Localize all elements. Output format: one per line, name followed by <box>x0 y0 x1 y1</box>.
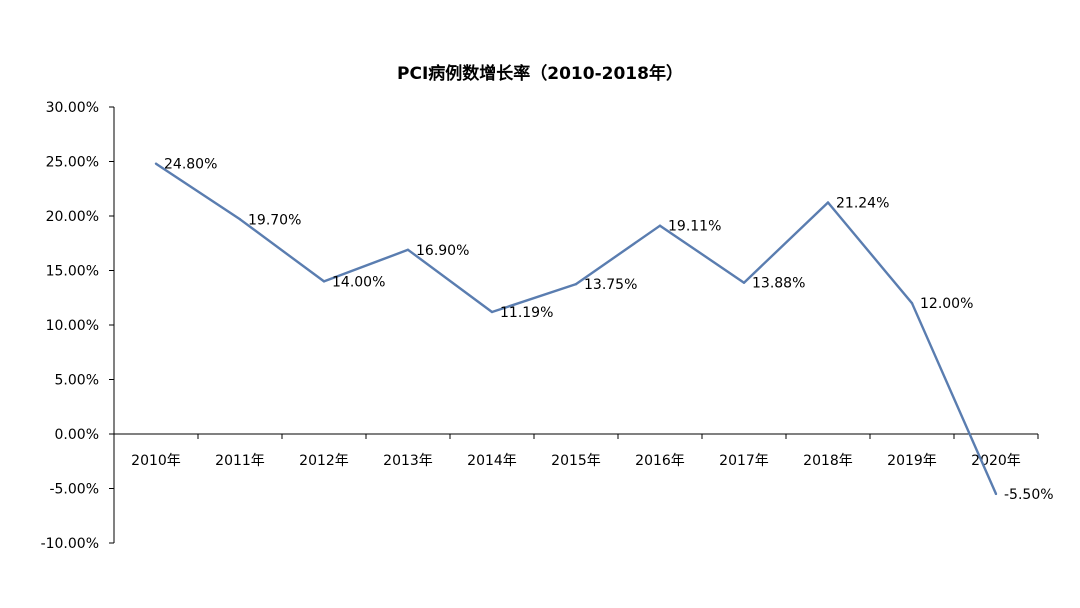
chart-title: PCI病例数增长率（2010-2018年） <box>397 63 683 84</box>
x-tick-label: 2010年 <box>131 453 181 469</box>
x-tick-label: 2014年 <box>467 453 517 469</box>
y-tick-label: 5.00% <box>55 373 99 389</box>
data-label: 11.19% <box>500 305 553 321</box>
data-label: 14.00% <box>332 274 385 290</box>
y-axis-ticks: 30.00% 25.00% 20.00% 15.00% 10.00% 5.00% 0.00%… <box>41 100 114 552</box>
x-axis-ticks: 2010年 2011年 2012年 2013年 2014年 2015年 2016年 2017年… <box>113 434 1039 469</box>
x-tick-label: 2012年 <box>299 453 349 469</box>
data-point <box>658 224 662 227</box>
y-tick-label: 15.00% <box>46 264 99 280</box>
x-tick-label: 2013年 <box>383 453 433 469</box>
data-point <box>994 492 998 496</box>
axes <box>113 107 1038 543</box>
data-label: 13.75% <box>584 277 637 293</box>
data-point <box>322 280 326 283</box>
x-tick-label: 2018年 <box>803 453 853 469</box>
data-label: 19.11% <box>668 219 721 235</box>
data-labels: 24.80% 19.70% 14.00% 16.90% 11.19% 13.75% 19.1… <box>164 157 1054 503</box>
x-tick-label: 2019年 <box>887 453 937 469</box>
y-tick-label: 0.00% <box>55 427 99 443</box>
y-tick-label: -10.00% <box>41 536 99 552</box>
data-point <box>574 282 578 286</box>
data-point <box>238 218 242 221</box>
data-point <box>742 281 746 284</box>
y-tick-label: 10.00% <box>46 318 99 334</box>
x-tick-label: 2011年 <box>215 453 265 469</box>
x-tick-label: 2015年 <box>551 453 601 469</box>
y-tick-label: 25.00% <box>46 155 99 171</box>
data-label: 21.24% <box>836 195 889 211</box>
data-point <box>406 248 410 251</box>
data-label: 24.80% <box>164 157 217 173</box>
data-point <box>490 310 494 314</box>
data-label: -5.50% <box>1004 487 1054 503</box>
data-label: 19.70% <box>248 212 301 228</box>
x-tick-label: 2016年 <box>635 453 685 469</box>
y-tick-label: 30.00% <box>46 100 99 116</box>
data-label: 12.00% <box>920 296 973 312</box>
data-label: 13.88% <box>752 276 805 292</box>
data-point <box>910 302 914 305</box>
data-point <box>154 162 158 165</box>
y-tick-label: 20.00% <box>46 209 99 225</box>
data-point <box>826 201 830 204</box>
series-group <box>154 162 998 496</box>
x-tick-label: 2017年 <box>719 453 769 469</box>
y-tick-label: -5.00% <box>49 482 99 498</box>
data-label: 16.90% <box>416 243 469 259</box>
